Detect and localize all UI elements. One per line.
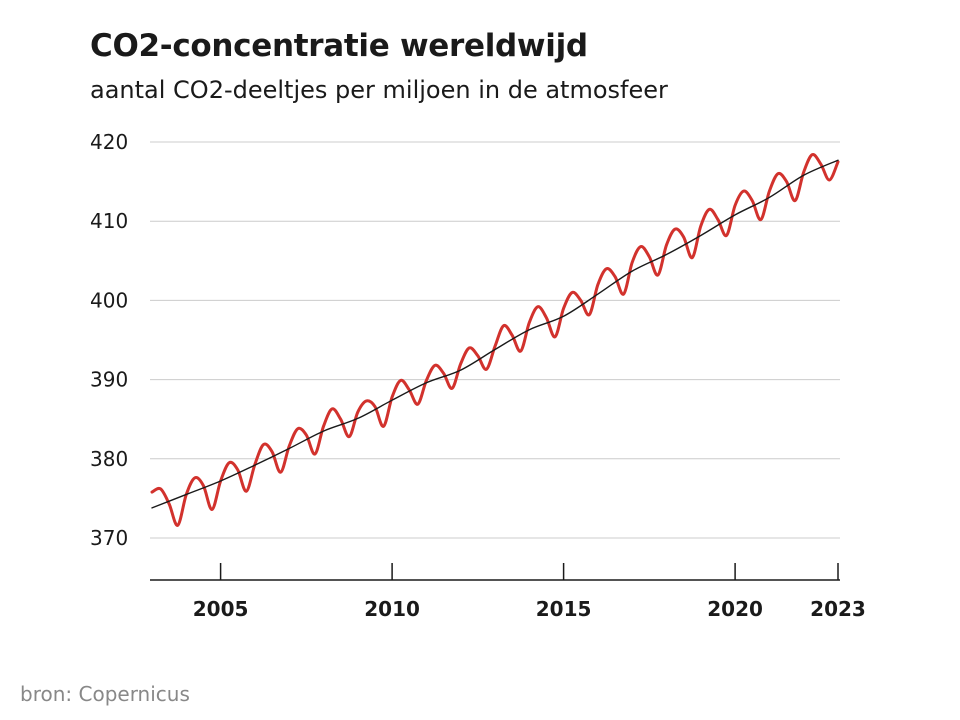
ytick-label-400: 400 xyxy=(90,288,128,312)
y-axis: 370 380 390 400 410 420 xyxy=(90,130,128,550)
ytick-label-390: 390 xyxy=(90,368,128,392)
ytick-label-420: 420 xyxy=(90,130,128,154)
xtick-label-2010: 2010 xyxy=(364,597,420,621)
trend-line xyxy=(151,159,839,509)
source-note: bron: Copernicus xyxy=(20,682,190,706)
ytick-label-380: 380 xyxy=(90,447,128,471)
ytick-label-410: 410 xyxy=(90,209,128,233)
chart-subtitle: aantal CO2-deeltjes per miljoen in de at… xyxy=(90,76,668,104)
xtick-label-2023: 2023 xyxy=(810,597,866,621)
xtick-label-2015: 2015 xyxy=(536,597,592,621)
xtick-label-2020: 2020 xyxy=(707,597,763,621)
gridlines xyxy=(150,141,840,539)
series xyxy=(150,153,840,527)
monthly-co2-line xyxy=(150,153,840,527)
chart-title: CO2-concentratie wereldwijd xyxy=(90,28,588,64)
x-axis: 2005 2010 2015 2020 2023 xyxy=(150,563,866,621)
ytick-label-370: 370 xyxy=(90,526,128,550)
xtick-label-2005: 2005 xyxy=(193,597,249,621)
